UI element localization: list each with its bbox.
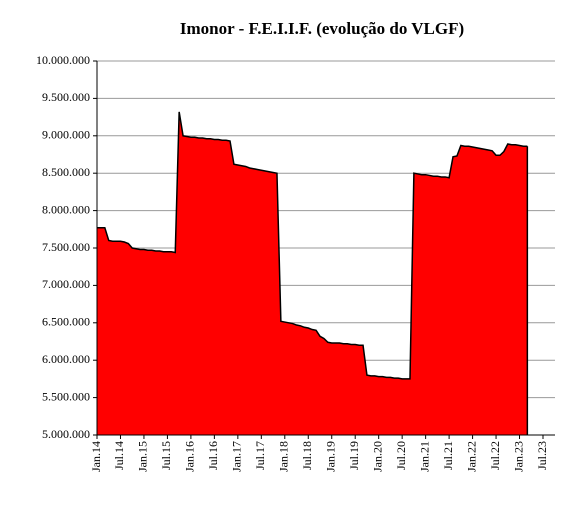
x-tick-label: Jan.17 — [230, 441, 244, 472]
x-tick-label: Jan.19 — [323, 441, 337, 472]
x-tick-label: Jan.22 — [464, 441, 478, 472]
x-tick-label: Jan.23 — [511, 441, 525, 472]
y-tick-label: 5.000.000 — [42, 427, 90, 441]
y-tick-label: 10.000.000 — [36, 53, 90, 67]
x-tick-label: Jan.20 — [370, 441, 384, 472]
x-tick-label: Jul.23 — [535, 441, 549, 470]
x-tick-label: Jul.19 — [347, 441, 361, 470]
x-tick-label: Jul.17 — [253, 441, 267, 470]
y-tick-label: 8.500.000 — [42, 165, 90, 179]
x-tick-label: Jul.16 — [206, 441, 220, 470]
x-tick-label: Jul.14 — [112, 441, 126, 470]
chart-title: Imonor - F.E.I.I.F. (evolução do VLGF) — [180, 19, 464, 38]
x-tick-label: Jan.16 — [183, 441, 197, 472]
x-tick-label: Jul.22 — [488, 441, 502, 470]
x-tick-label: Jan.18 — [277, 441, 291, 472]
y-tick-label: 6.500.000 — [42, 315, 90, 329]
area — [97, 111, 528, 435]
y-tick-label: 7.000.000 — [42, 277, 90, 291]
x-tick-label: Jan.15 — [136, 441, 150, 472]
x-tick-label: Jan.21 — [417, 441, 431, 472]
area-line — [97, 111, 528, 380]
y-tick-label: 7.500.000 — [42, 240, 90, 254]
y-tick-label: 8.000.000 — [42, 202, 90, 216]
x-tick-label: Jul.20 — [394, 441, 408, 470]
x-tick-label: Jul.15 — [159, 441, 173, 470]
x-tick-label: Jan.14 — [89, 441, 103, 472]
y-tick-label: 6.000.000 — [42, 352, 90, 366]
y-tick-label: 9.500.000 — [42, 90, 90, 104]
y-tick-label: 5.500.000 — [42, 389, 90, 403]
y-tick-label: 9.000.000 — [42, 128, 90, 142]
x-tick-label: Jul.18 — [300, 441, 314, 470]
x-tick-label: Jul.21 — [441, 441, 455, 470]
